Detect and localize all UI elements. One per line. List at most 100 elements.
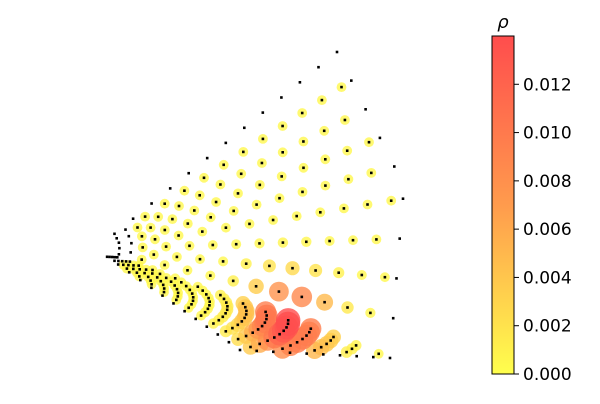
lattice-point bbox=[176, 295, 180, 298]
lattice-point bbox=[137, 264, 140, 267]
lattice-point bbox=[143, 215, 147, 218]
lattice-point bbox=[140, 235, 144, 238]
lattice-point bbox=[350, 79, 353, 82]
lattice-point bbox=[317, 65, 320, 69]
colorbar-gradient bbox=[491, 35, 515, 375]
lattice-point bbox=[350, 347, 354, 351]
lattice-point bbox=[258, 342, 261, 346]
lattice-point bbox=[340, 85, 343, 89]
lattice-point bbox=[281, 124, 284, 128]
lattice-point bbox=[222, 297, 226, 301]
plot-area bbox=[105, 50, 405, 360]
lattice-point bbox=[280, 175, 283, 178]
lattice-point bbox=[141, 246, 144, 249]
colorbar-tick-label: 0.012 bbox=[523, 75, 572, 95]
lattice-point bbox=[298, 81, 302, 84]
lattice-point bbox=[324, 158, 327, 161]
lattice-point bbox=[335, 50, 339, 54]
lattice-point bbox=[242, 150, 245, 154]
lattice-point bbox=[198, 257, 202, 261]
lattice-point bbox=[313, 349, 316, 352]
lattice-point bbox=[308, 330, 311, 334]
lattice-point bbox=[305, 352, 308, 355]
lattice-point bbox=[209, 216, 212, 219]
lattice-point bbox=[196, 285, 200, 288]
lattice-point bbox=[175, 298, 178, 302]
lattice-point bbox=[161, 283, 165, 287]
lattice-point bbox=[265, 317, 268, 321]
lattice-point bbox=[277, 290, 281, 293]
lattice-point bbox=[144, 268, 148, 271]
lattice-point bbox=[323, 300, 326, 304]
lattice-point bbox=[205, 293, 208, 296]
lattice-point bbox=[226, 305, 229, 308]
lattice-point bbox=[238, 348, 242, 352]
lattice-point bbox=[118, 246, 121, 250]
lattice-point bbox=[177, 234, 180, 237]
lattice-point bbox=[187, 171, 190, 175]
lattice-point bbox=[132, 264, 135, 267]
lattice-point bbox=[302, 166, 305, 170]
lattice-point bbox=[125, 267, 129, 270]
lattice-point bbox=[281, 241, 285, 244]
lattice-point bbox=[343, 118, 347, 122]
lattice-point bbox=[291, 266, 294, 270]
lattice-point bbox=[135, 271, 139, 274]
lattice-point bbox=[355, 354, 358, 358]
lattice-point bbox=[150, 283, 153, 286]
lattice-point bbox=[288, 351, 292, 354]
lattice-point bbox=[190, 292, 194, 295]
lattice-point bbox=[193, 209, 196, 212]
lattice-point bbox=[198, 194, 201, 197]
lattice-point bbox=[117, 253, 121, 256]
lattice-point bbox=[398, 237, 401, 240]
lattice-point bbox=[124, 260, 128, 263]
lattice-point bbox=[224, 226, 228, 229]
lattice-point bbox=[153, 238, 157, 241]
lattice-point bbox=[281, 347, 284, 350]
lattice-point bbox=[282, 329, 285, 333]
lattice-point bbox=[388, 356, 392, 360]
lattice-point bbox=[375, 238, 378, 241]
lattice-point bbox=[258, 242, 261, 245]
lattice-point bbox=[105, 255, 109, 259]
lattice-point bbox=[401, 197, 405, 200]
lattice-point bbox=[255, 349, 258, 353]
lattice-point bbox=[190, 303, 193, 306]
lattice-point bbox=[243, 316, 246, 320]
lattice-point bbox=[261, 137, 265, 141]
colorbar-tick-label: 0.000 bbox=[523, 365, 572, 385]
lattice-point bbox=[295, 341, 299, 344]
lattice-point bbox=[207, 296, 210, 300]
lattice-point bbox=[188, 288, 192, 292]
lattice-point bbox=[393, 165, 396, 168]
lattice-point bbox=[281, 151, 284, 154]
lattice-point bbox=[117, 259, 120, 263]
lattice-point bbox=[302, 140, 305, 143]
lattice-point bbox=[377, 352, 380, 356]
lattice-point bbox=[256, 328, 260, 331]
lattice-point bbox=[156, 215, 160, 219]
lattice-point bbox=[191, 296, 195, 299]
lattice-point bbox=[183, 189, 186, 192]
lattice-point bbox=[360, 273, 364, 277]
lattice-point bbox=[347, 177, 350, 181]
colorbar-label: ρ bbox=[497, 12, 509, 33]
lattice-point bbox=[164, 276, 168, 280]
lattice-point bbox=[155, 276, 159, 279]
lattice-point bbox=[383, 275, 387, 279]
lattice-point bbox=[354, 344, 358, 347]
lattice-point bbox=[152, 253, 156, 256]
lattice-point bbox=[286, 322, 290, 326]
lattice-point bbox=[300, 295, 304, 299]
lattice-point bbox=[175, 255, 179, 259]
lattice-point bbox=[184, 284, 188, 288]
lattice-point bbox=[117, 241, 121, 244]
lattice-point bbox=[208, 304, 211, 307]
lattice-point bbox=[130, 241, 133, 245]
lattice-point bbox=[206, 307, 210, 311]
lattice-point bbox=[140, 258, 143, 261]
lattice-point bbox=[286, 319, 290, 322]
lattice-point bbox=[205, 156, 209, 160]
